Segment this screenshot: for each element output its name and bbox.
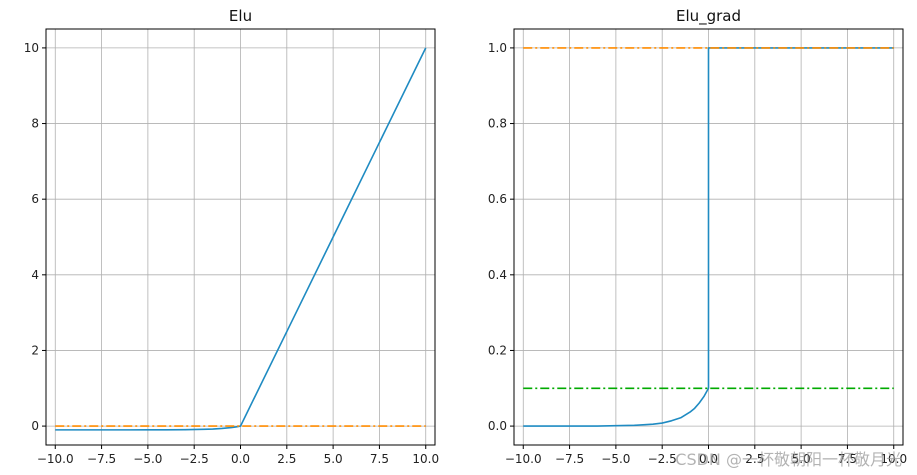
x-tick-label: 0.0 xyxy=(699,452,718,466)
y-tick-label: 0.6 xyxy=(488,192,507,206)
x-tick-label: 7.5 xyxy=(838,452,857,466)
x-tick-label: −10.0 xyxy=(37,452,74,466)
x-tick-label: 2.5 xyxy=(745,452,764,466)
x-tick-label: −10.0 xyxy=(505,452,542,466)
y-tick-label: 2 xyxy=(31,343,39,357)
x-tick-label: 10.0 xyxy=(880,452,907,466)
y-tick-label: 8 xyxy=(31,117,39,131)
x-tick-label: −2.5 xyxy=(648,452,677,466)
y-tick-label: 10 xyxy=(24,41,39,55)
y-tick-label: 0 xyxy=(31,419,39,433)
y-tick-label: 0.2 xyxy=(488,343,507,357)
x-tick-label: 10.0 xyxy=(412,452,439,466)
x-tick-label: 5.0 xyxy=(324,452,343,466)
series-line-0 xyxy=(55,47,427,431)
x-tick-label: −2.5 xyxy=(180,452,209,466)
y-tick-label: 0.4 xyxy=(488,268,507,282)
y-tick-label: 6 xyxy=(31,192,39,206)
elu-subplot: −10.0 −7.5 −5.0 −2.5 0.0 2.5 5.0 7.5 10.0 0 2 4 6 8 10… xyxy=(24,7,439,466)
y-tick-label: 1.0 xyxy=(488,41,507,55)
y-tick-label: 0.8 xyxy=(488,117,507,131)
x-tick-label: 0.0 xyxy=(231,452,250,466)
x-tick-label: −7.5 xyxy=(555,452,584,466)
x-tick-label: 2.5 xyxy=(277,452,296,466)
chart-title: Elu xyxy=(229,7,252,25)
x-tick-label: −5.0 xyxy=(133,452,162,466)
series-line-0 xyxy=(523,47,894,427)
chart-title: Elu_grad xyxy=(676,7,741,26)
x-tick-label: 5.0 xyxy=(792,452,811,466)
x-tick-label: −5.0 xyxy=(601,452,630,466)
y-tick-label: 4 xyxy=(31,268,39,282)
x-tick-label: −7.5 xyxy=(87,452,116,466)
y-tick-label: 0.0 xyxy=(488,419,507,433)
watermark-text: CSDN @一杯敬朝阳一杯敬月光 xyxy=(675,450,902,469)
elu-grad-subplot: −10.0 −7.5 −5.0 −2.5 0.0 2.5 5.0 7.5 10.0 0.0 0.2 0… xyxy=(488,7,907,466)
x-tick-label: 7.5 xyxy=(370,452,389,466)
